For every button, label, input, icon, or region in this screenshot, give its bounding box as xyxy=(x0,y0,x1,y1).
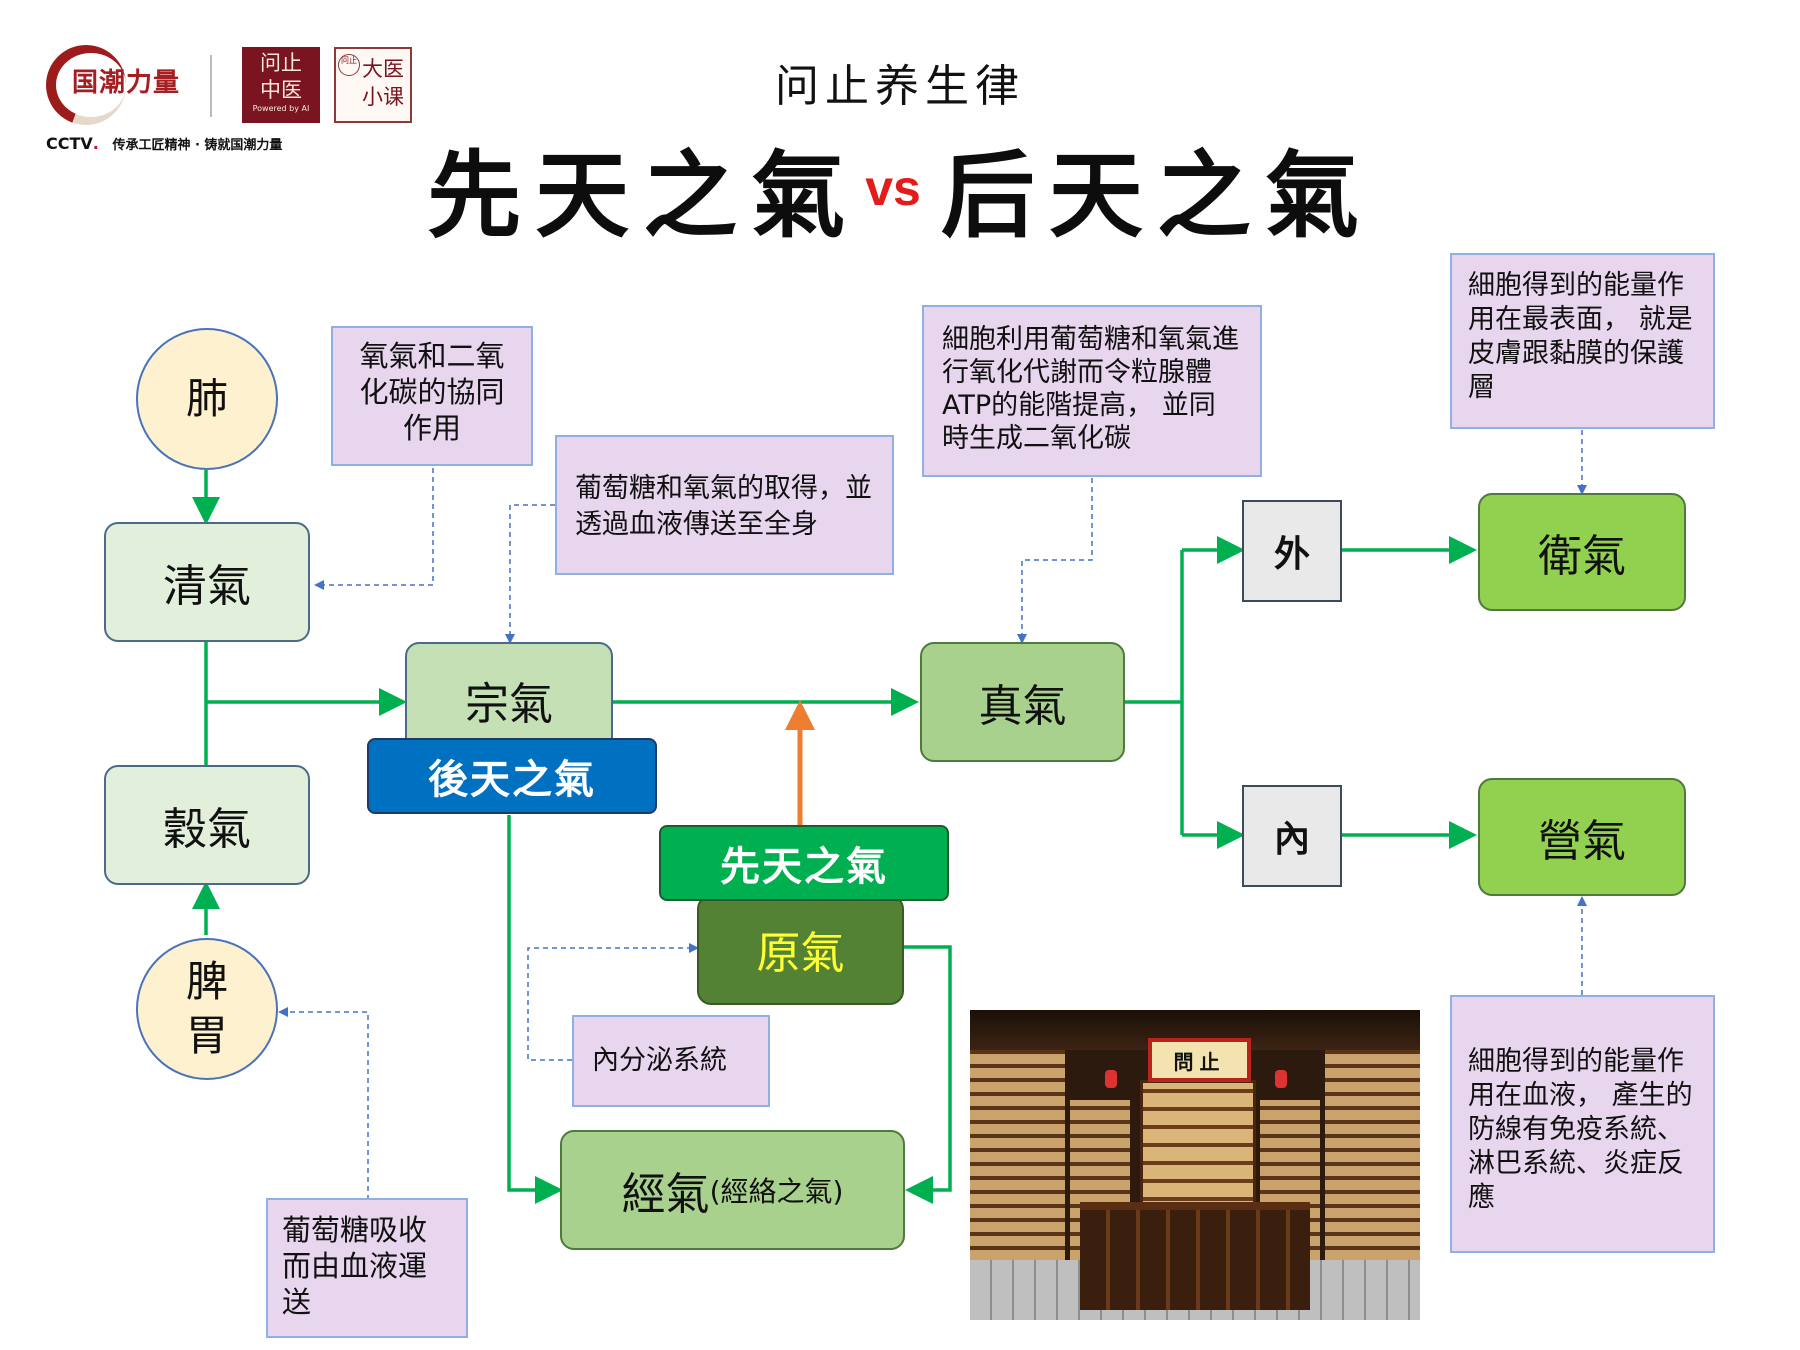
arrow-houtian-jingqi xyxy=(507,815,563,1204)
note-ying: 細胞得到的能量作用在血液， 產生的防線有免疫系統、淋巴系統、炎症反應 xyxy=(1450,995,1715,1253)
yingqi-label: 營氣 xyxy=(1538,816,1626,867)
weiqi-label: 衛氣 xyxy=(1538,531,1626,582)
wenzhi-seal: 问止 中医 Powered by AI xyxy=(242,47,320,123)
note-wei-text: 細胞得到的能量作用在最表面， 就是皮膚跟黏膜的保護層 xyxy=(1468,270,1693,403)
dash-metabolism-zhenqi xyxy=(1017,478,1093,644)
zongqi-box: 宗氣 xyxy=(405,642,613,752)
lantern-icon xyxy=(1105,1070,1117,1088)
store-sign: 問止 xyxy=(1148,1038,1251,1082)
cctv-brand-line: CCTV. 传承工匠精神 · 铸就国潮力量 xyxy=(46,134,282,153)
nei-box: 內 xyxy=(1242,785,1342,887)
spleen-stomach-circle: 脾 胃 xyxy=(136,938,278,1080)
guqi-label: 穀氣 xyxy=(163,804,251,855)
zongqi-label: 宗氣 xyxy=(465,679,553,730)
note-endocrine-text: 內分泌系統 xyxy=(592,1045,727,1076)
pharmacy-illustration: 問止 xyxy=(970,1010,1420,1320)
spleen-stomach-label: 脾 胃 xyxy=(185,957,228,1060)
note-wei: 細胞得到的能量作用在最表面， 就是皮膚跟黏膜的保護層 xyxy=(1450,253,1715,429)
page-title: 先天之氣 vs 后天之氣 xyxy=(370,128,1430,251)
note-oxygen-text: 氧氣和二氧化碳的協同作用 xyxy=(359,339,505,445)
note-oxygen: 氧氣和二氧化碳的協同作用 xyxy=(331,326,533,466)
xiantian-label: 先天之氣 xyxy=(720,843,888,890)
note-endocrine: 內分泌系統 xyxy=(572,1015,770,1107)
title-vs: vs xyxy=(865,160,921,216)
weiqi-box: 衛氣 xyxy=(1478,493,1686,611)
note-glucose-transport: 葡萄糖和氧氣的取得，並透過血液傳送至全身 xyxy=(555,435,894,575)
guqi-box: 穀氣 xyxy=(104,765,310,885)
arrow-yuanqi-jingqi xyxy=(904,945,952,1204)
title-right: 后天之氣 xyxy=(940,141,1373,251)
note-glucose-transport-text: 葡萄糖和氧氣的取得，並透過血液傳送至全身 xyxy=(575,473,872,540)
houtian-label: 後天之氣 xyxy=(428,756,596,803)
cctv-logo: CCTV xyxy=(46,134,93,153)
lung-circle: 肺 xyxy=(136,328,278,470)
guochao-logo-text: 国潮力量 xyxy=(72,68,181,98)
store-counter xyxy=(1080,1202,1310,1310)
dash-endocrine-yuanqi xyxy=(527,943,699,1061)
yuanqi-box: 原氣 xyxy=(697,895,904,1005)
wai-label: 外 xyxy=(1273,534,1310,575)
xiantian-banner: 先天之氣 xyxy=(659,825,949,901)
jingqi-box: 經氣 (經絡之氣) xyxy=(560,1130,905,1250)
zhenqi-label: 真氣 xyxy=(978,681,1067,732)
logo-divider xyxy=(210,55,212,117)
cctv-dot: . xyxy=(92,134,99,153)
store-shelf-right xyxy=(1325,1050,1420,1260)
seal1-line-2: 中医 xyxy=(260,78,302,102)
seal1-powered: Powered by AI xyxy=(252,104,310,113)
page-subtitle: 问止养生律 xyxy=(775,61,1025,112)
lung-label: 肺 xyxy=(185,374,228,423)
wai-box: 外 xyxy=(1242,500,1342,602)
note-glucose-absorb-text: 葡萄糖吸收而由血液運送 xyxy=(282,1213,428,1319)
nei-label: 內 xyxy=(1273,819,1310,860)
note-cell-metabolism-text: 細胞利用葡萄糖和氧氣進行氧化代謝而令粒腺體ATP的能階提高， 並同時生成二氧化碳 xyxy=(942,324,1239,454)
yuanqi-label: 原氣 xyxy=(756,928,845,979)
zhenqi-box: 真氣 xyxy=(920,642,1125,762)
qingqi-box: 清氣 xyxy=(104,522,310,642)
seal2-line-2: 小课 xyxy=(362,85,404,109)
seal1-line-1: 问止 xyxy=(260,51,302,75)
houtian-banner: 後天之氣 xyxy=(367,738,657,814)
cctv-motto: 传承工匠精神 · 铸就国潮力量 xyxy=(112,138,283,153)
dayi-seal: 大医 小课 xyxy=(334,47,412,123)
title-left: 先天之氣 xyxy=(427,141,860,251)
dash-oxygen-qingqi xyxy=(314,468,434,590)
note-glucose-absorb: 葡萄糖吸收而由血液運送 xyxy=(266,1198,468,1338)
seal2-mark: 问止 xyxy=(338,54,360,76)
qingqi-label: 清氣 xyxy=(163,561,251,612)
note-cell-metabolism: 細胞利用葡萄糖和氧氣進行氧化代謝而令粒腺體ATP的能階提高， 並同時生成二氧化碳 xyxy=(922,305,1262,477)
dash-glucose-zongqi xyxy=(505,504,555,644)
lantern-icon xyxy=(1275,1070,1287,1088)
seal2-line-1: 大医 xyxy=(362,57,404,81)
dash-absorb-spleen xyxy=(278,1007,369,1200)
yingqi-box: 營氣 xyxy=(1478,778,1686,896)
store-shelf-left xyxy=(970,1050,1065,1260)
jingqi-label: 經氣 xyxy=(621,1169,710,1220)
jingqi-sub-label: (經絡之氣) xyxy=(709,1175,844,1208)
guochao-logo-mark xyxy=(46,45,126,125)
note-ying-text: 細胞得到的能量作用在血液， 產生的防線有免疫系統、淋巴系統、炎症反應 xyxy=(1468,1046,1693,1213)
